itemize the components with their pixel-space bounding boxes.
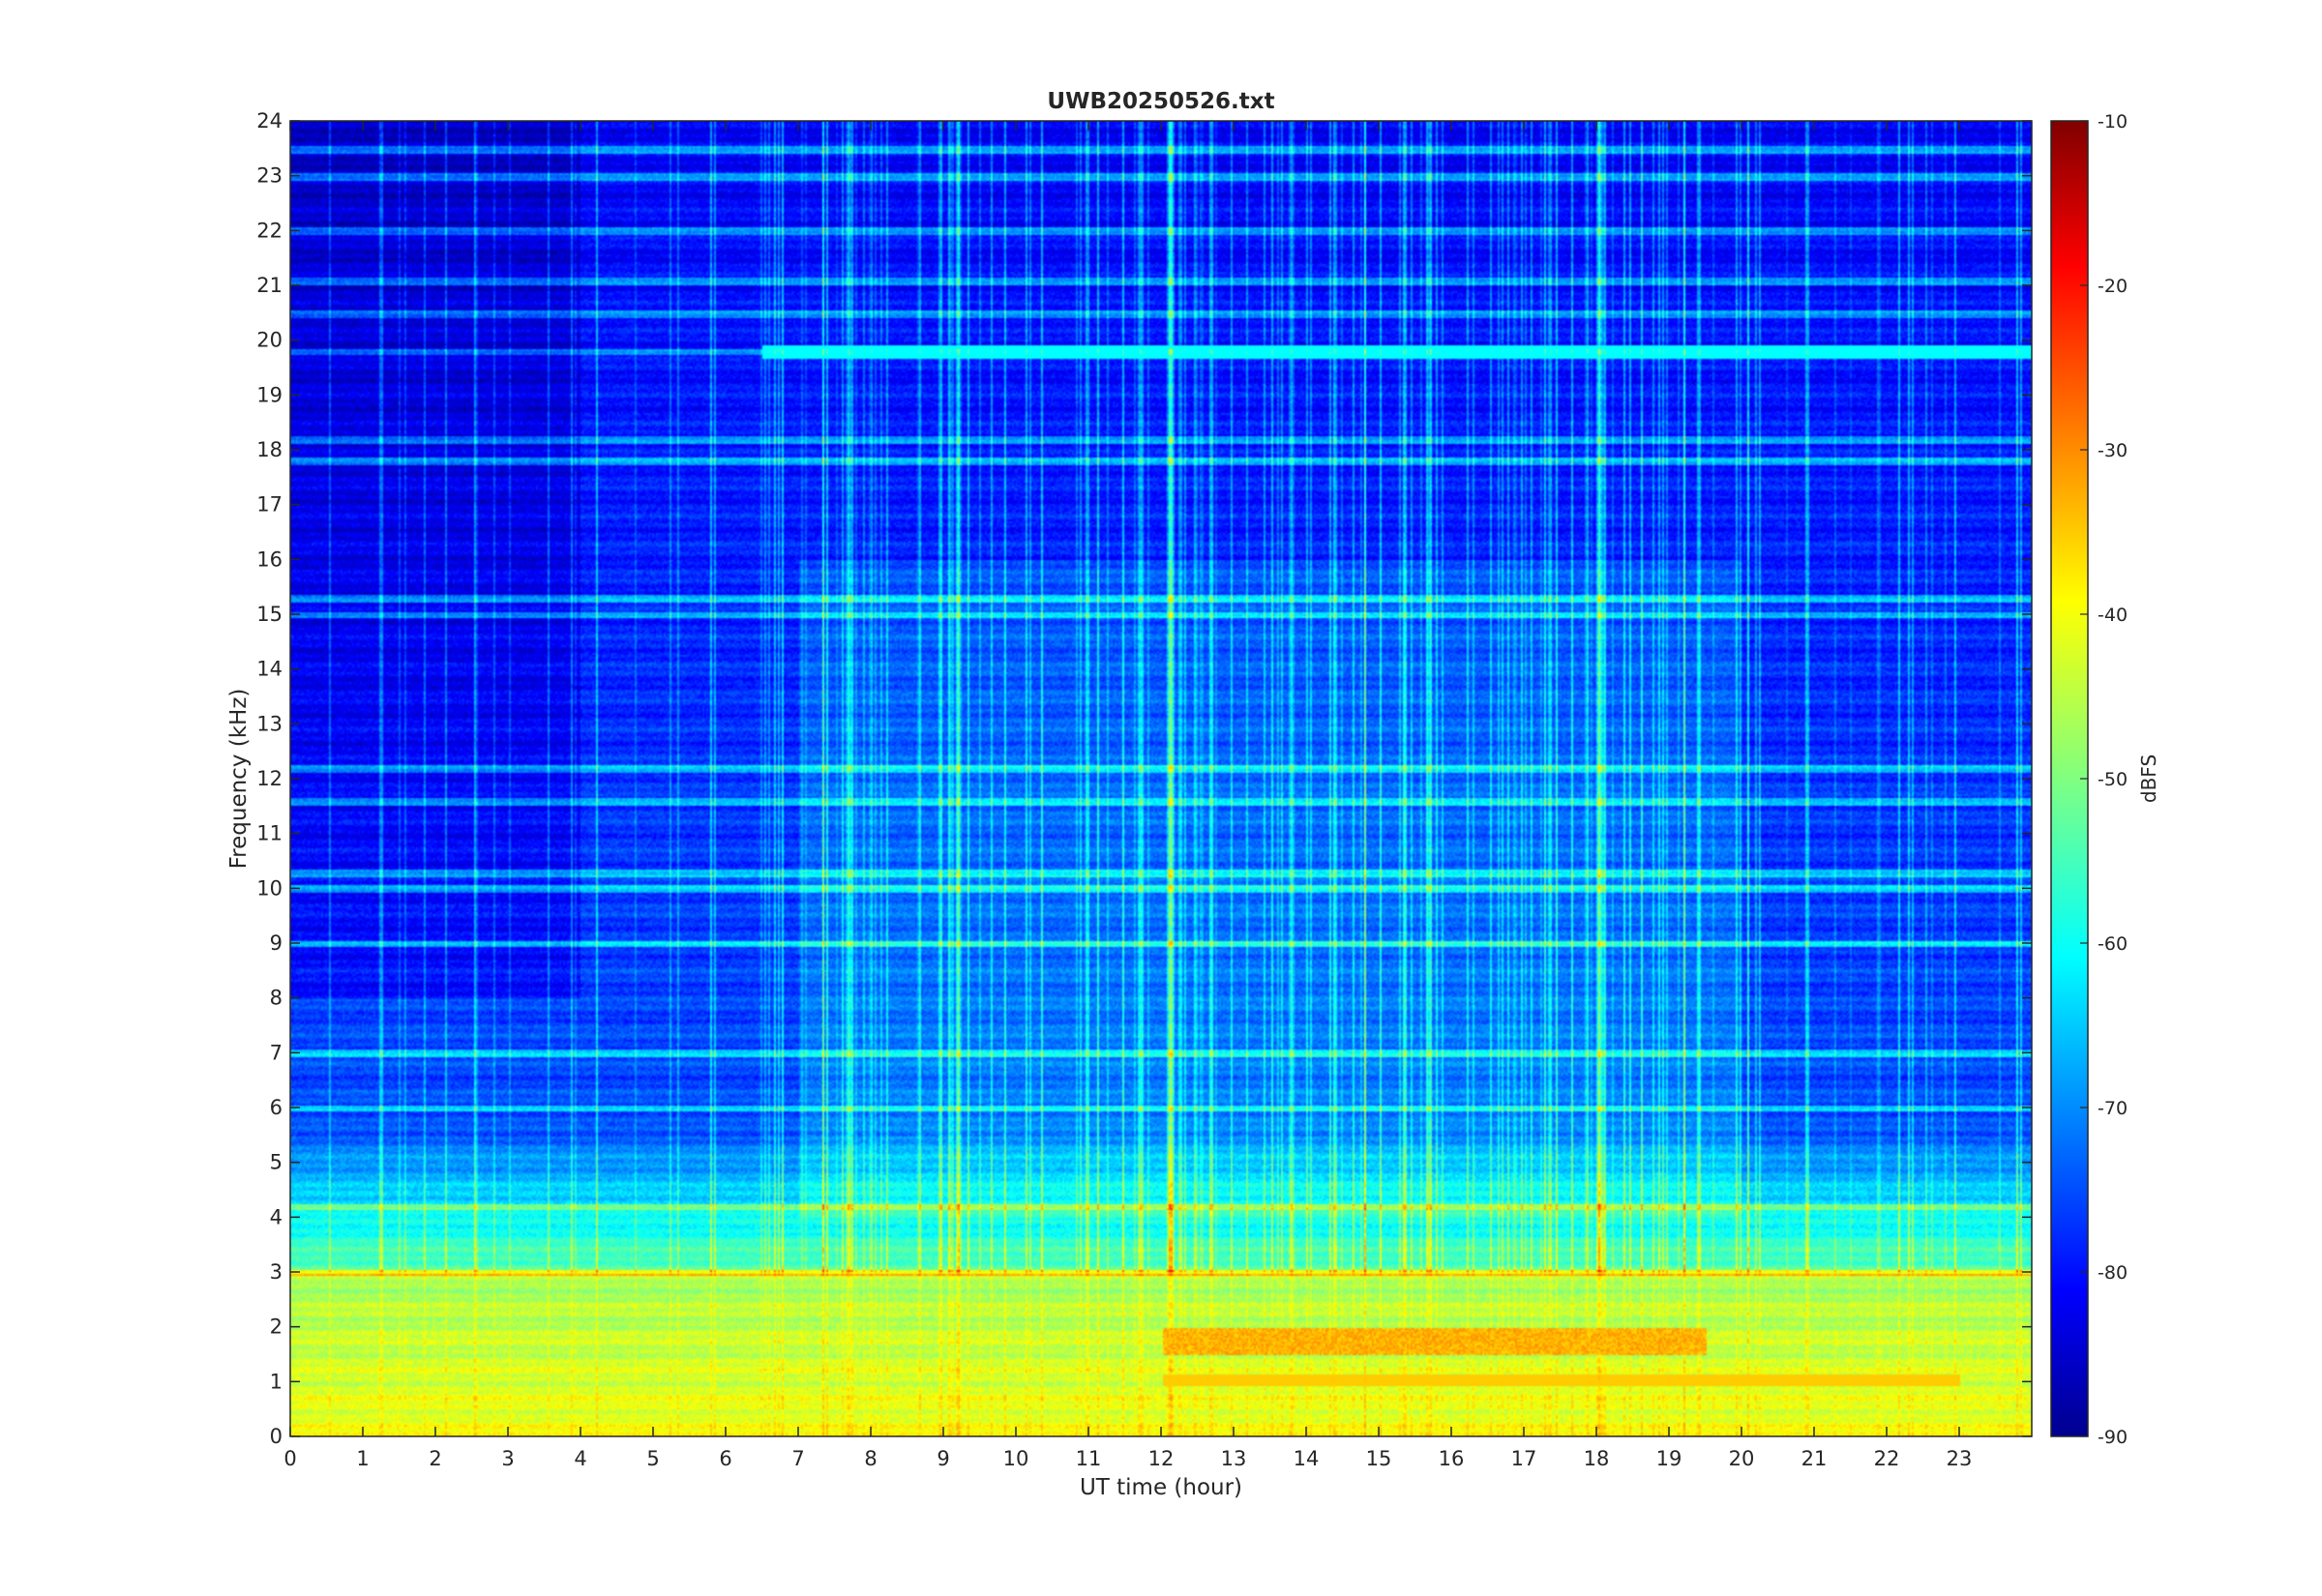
x-axis-label: UT time (hour) (1080, 1475, 1242, 1500)
y-tick-label-17: 17 (256, 493, 283, 517)
colorbar-tick-label--80: -80 (2098, 1262, 2128, 1284)
x-tick-label-2: 2 (429, 1447, 441, 1470)
x-tick-label-22: 22 (1874, 1447, 1900, 1470)
x-tick-label-16: 16 (1439, 1447, 1465, 1470)
y-tick-label-23: 23 (256, 164, 283, 188)
chart-title: UWB20250526.txt (1047, 89, 1274, 114)
y-tick-label-2: 2 (270, 1315, 283, 1339)
x-tick-label-8: 8 (864, 1447, 877, 1470)
y-tick-label-12: 12 (256, 767, 283, 790)
colorbar-tick-label--10: -10 (2098, 111, 2128, 133)
x-tick-label-3: 3 (501, 1447, 514, 1470)
y-tick-label-18: 18 (256, 438, 283, 461)
colorbar-label: dBFS (2137, 754, 2160, 803)
colorbar-tick-label--90: -90 (2098, 1427, 2128, 1448)
x-axis: 0 1 2 3 4 5 6 7 8 9 10 11 12 13 14 15 16 17 18 19 20 21 22 23 (283, 121, 1972, 1470)
colorbar-tick-label--70: -70 (2098, 1098, 2128, 1119)
x-tick-label-20: 20 (1729, 1447, 1755, 1470)
y-axis-label: Frequency (kHz) (226, 689, 252, 870)
colorbar-tick-label--30: -30 (2098, 440, 2128, 461)
x-tick-label-17: 17 (1511, 1447, 1537, 1470)
y-tick-label-20: 20 (256, 329, 283, 352)
y-tick-label-5: 5 (270, 1151, 283, 1174)
y-tick-label-7: 7 (270, 1041, 283, 1064)
colorbar-tick-label--50: -50 (2098, 769, 2128, 790)
y-tick-label-11: 11 (256, 822, 283, 845)
y-tick-label-15: 15 (256, 603, 283, 626)
x-tick-label-6: 6 (719, 1447, 731, 1470)
spectrogram-heatmap (290, 121, 2032, 1436)
x-tick-label-4: 4 (574, 1447, 586, 1470)
y-tick-label-10: 10 (256, 876, 283, 900)
x-tick-label-13: 13 (1221, 1447, 1247, 1470)
y-tick-label-0: 0 (270, 1425, 283, 1448)
x-tick-label-14: 14 (1294, 1447, 1320, 1470)
x-tick-label-7: 7 (791, 1447, 804, 1470)
y-tick-label-16: 16 (256, 547, 283, 571)
y-tick-label-1: 1 (270, 1370, 283, 1393)
colorbar: -90 -80 -70 -60 -50 -40 -30 -20 -10 dBFS (2050, 111, 2160, 1448)
x-tick-label-0: 0 (283, 1447, 296, 1470)
y-tick-label-21: 21 (256, 274, 283, 297)
x-tick-label-21: 21 (1801, 1447, 1828, 1470)
colorbar-tick-label--60: -60 (2098, 933, 2128, 955)
x-tick-label-18: 18 (1584, 1447, 1610, 1470)
x-tick-label-11: 11 (1076, 1447, 1102, 1470)
y-tick-label-6: 6 (270, 1096, 283, 1119)
x-tick-label-12: 12 (1148, 1447, 1175, 1470)
plot-area (289, 120, 2033, 1437)
y-tick-label-4: 4 (270, 1205, 283, 1228)
y-tick-label-13: 13 (256, 712, 283, 735)
x-tick-label-15: 15 (1366, 1447, 1392, 1470)
x-tick-label-1: 1 (356, 1447, 369, 1470)
y-tick-label-19: 19 (256, 383, 283, 406)
x-tick-label-19: 19 (1656, 1447, 1682, 1470)
x-tick-label-5: 5 (646, 1447, 659, 1470)
x-tick-label-23: 23 (1947, 1447, 1973, 1470)
y-tick-label-14: 14 (256, 658, 283, 681)
x-tick-label-10: 10 (1003, 1447, 1029, 1470)
colorbar-ticks: -90 -80 -70 -60 -50 -40 -30 -20 -10 (2080, 111, 2128, 1448)
y-tick-label-9: 9 (270, 931, 283, 955)
x-tick-label-9: 9 (937, 1447, 949, 1470)
y-tick-label-24: 24 (256, 109, 283, 133)
colorbar-tick-label--20: -20 (2098, 276, 2128, 297)
y-tick-label-3: 3 (270, 1260, 283, 1284)
y-tick-label-22: 22 (256, 219, 283, 242)
colorbar-tick-label--40: -40 (2098, 605, 2128, 626)
y-tick-label-8: 8 (270, 987, 283, 1010)
